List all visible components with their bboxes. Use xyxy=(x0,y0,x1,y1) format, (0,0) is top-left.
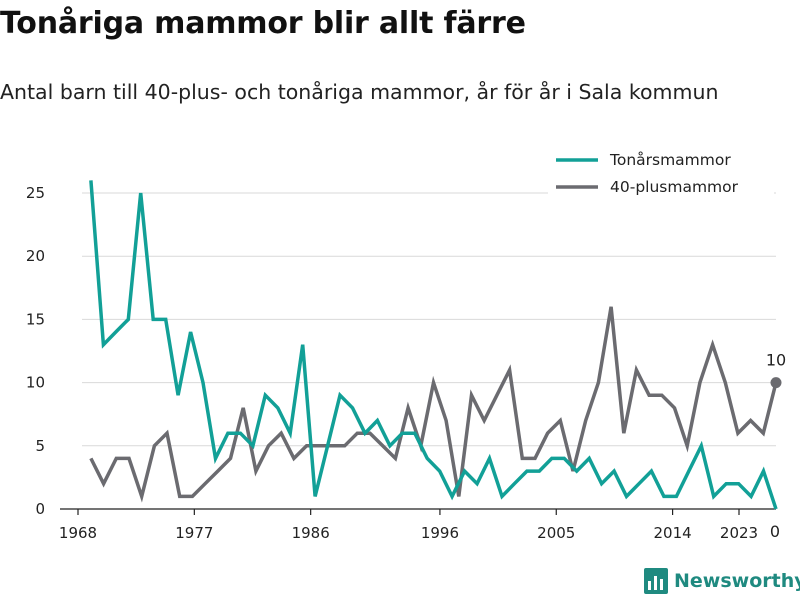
chart-subtitle: Antal barn till 40-plus- och tonåriga ma… xyxy=(0,80,719,104)
brand: Newsworthy xyxy=(644,568,800,594)
bar-chart-logo-icon xyxy=(644,568,668,594)
series-line-40-plusmammor xyxy=(89,306,778,503)
end-point-marker xyxy=(770,377,782,389)
x-axis: 1968 1977 1986 1996 2005 2014 2023 xyxy=(59,508,776,542)
y-tick-label: 0 xyxy=(35,500,45,518)
legend-label: 40-plusmammor xyxy=(610,178,739,196)
end-label-40-plus: 10 xyxy=(766,351,786,370)
x-tick-label: 1977 xyxy=(175,524,213,542)
x-tick-label: 1986 xyxy=(292,524,330,542)
series-lines xyxy=(89,180,778,510)
x-tick-label: 2005 xyxy=(537,524,575,542)
brand-name: Newsworthy xyxy=(674,570,800,592)
x-tick-label: 2014 xyxy=(653,524,691,542)
x-tick-label: 2023 xyxy=(720,524,758,542)
x-tick-label: 1996 xyxy=(421,524,459,542)
x-tick-label: 1968 xyxy=(59,524,97,542)
y-tick-label: 20 xyxy=(26,247,45,265)
y-tick-label: 15 xyxy=(26,310,45,328)
y-tick-label: 25 xyxy=(26,184,45,202)
series-line-Tonårsmammor xyxy=(89,180,778,510)
legend: Tonårsmammor 40-plusmammor xyxy=(548,143,774,203)
chart-title: Tonåriga mammor blir allt färre xyxy=(0,6,526,41)
legend-background xyxy=(548,143,774,203)
y-tick-label: 10 xyxy=(26,374,45,392)
end-label-teen: 0 xyxy=(770,522,780,541)
legend-label: Tonårsmammor xyxy=(609,151,731,169)
y-axis-ticks: 0 5 10 15 20 25 xyxy=(26,184,45,518)
end-labels: 10 0 xyxy=(766,351,786,541)
y-tick-label: 5 xyxy=(35,437,45,455)
